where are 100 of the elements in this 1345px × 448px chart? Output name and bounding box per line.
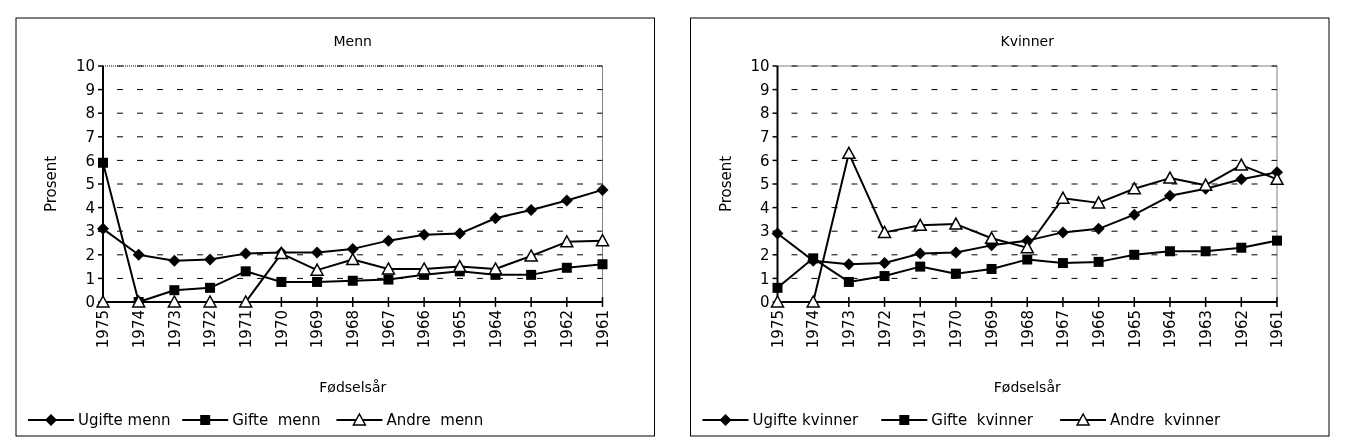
y-tick-label: 3 — [85, 222, 95, 241]
point — [205, 282, 216, 293]
y-tick-label: 2 — [759, 246, 770, 265]
y-tick-label: 9 — [759, 80, 770, 99]
y-tick-label: 3 — [759, 222, 770, 241]
point — [489, 212, 502, 225]
legend-label: Gifte menn — [232, 411, 321, 430]
x-tick-label: 1968 — [344, 310, 362, 349]
y-tick-label: 8 — [85, 104, 95, 123]
point — [239, 247, 252, 260]
point — [1127, 181, 1142, 195]
point — [595, 233, 610, 247]
point — [561, 262, 572, 273]
point — [204, 253, 217, 266]
point — [169, 285, 180, 296]
x-tick-label: 1967 — [1054, 310, 1073, 349]
x-tick-label: 1972 — [875, 310, 894, 349]
x-tick-label: 1969 — [982, 310, 1001, 349]
y-tick-label: 5 — [85, 175, 95, 194]
point — [240, 266, 251, 277]
x-tick-label: 1971 — [236, 310, 255, 349]
point — [310, 263, 324, 276]
y-tick-label: 6 — [85, 151, 95, 170]
point — [312, 276, 323, 287]
point — [949, 246, 962, 259]
point — [984, 231, 999, 245]
point — [1093, 256, 1104, 267]
y-axis-title: Prosent — [42, 155, 60, 213]
y-tick-label: 4 — [759, 198, 770, 217]
legend-label: Andre menn — [386, 411, 484, 430]
x-axis-title: Fødselsår — [319, 379, 387, 395]
y-tick-label: 1 — [85, 269, 95, 288]
point — [382, 234, 395, 247]
point — [488, 262, 503, 275]
point — [524, 249, 538, 262]
x-tick-label: 1973 — [165, 310, 184, 349]
y-tick-label: 7 — [759, 128, 770, 147]
point — [526, 269, 537, 280]
y-tick-label: 9 — [85, 80, 95, 99]
point — [914, 247, 927, 260]
legend-label: Andre kvinner — [1110, 411, 1221, 430]
point — [418, 228, 431, 241]
x-tick-label: 1966 — [415, 310, 434, 349]
x-tick-label: 1964 — [486, 310, 505, 349]
point — [1056, 191, 1070, 204]
x-tick-label: 1974 — [804, 310, 823, 349]
x-tick-label: 1961 — [593, 310, 612, 349]
point — [560, 194, 573, 207]
point — [879, 271, 890, 282]
x-tick-label: 1974 — [129, 310, 148, 349]
point — [132, 248, 145, 261]
legend-label: Ugifte kvinner — [752, 411, 860, 430]
point — [1234, 158, 1249, 171]
point — [842, 146, 856, 160]
x-tick-label: 1975 — [768, 310, 787, 349]
point — [1022, 254, 1033, 265]
x-tick-label: 1970 — [272, 310, 291, 349]
x-tick-label: 1962 — [558, 310, 577, 349]
point — [1164, 246, 1175, 257]
y-axis-title: Prosent — [716, 155, 735, 213]
x-tick-label: 1962 — [1232, 310, 1251, 349]
x-tick-label: 1968 — [1018, 310, 1037, 349]
point — [1200, 246, 1211, 257]
y-tick-label: 4 — [85, 198, 95, 217]
point — [168, 254, 181, 267]
point — [842, 258, 855, 271]
point — [311, 246, 324, 259]
point — [238, 295, 253, 308]
point — [1198, 178, 1213, 191]
y-tick-label: 10 — [750, 57, 770, 76]
x-tick-label: 1963 — [522, 310, 541, 349]
point — [772, 282, 783, 293]
point — [346, 242, 359, 255]
point — [98, 157, 108, 168]
point — [843, 276, 854, 287]
chart-title: Kvinner — [1000, 33, 1055, 49]
y-tick-label: 0 — [759, 293, 770, 312]
point — [453, 227, 466, 240]
point — [347, 275, 358, 286]
x-tick-label: 1970 — [947, 310, 966, 349]
point — [203, 295, 217, 308]
x-tick-label: 1961 — [1268, 310, 1287, 349]
point — [1128, 208, 1141, 221]
point — [453, 259, 467, 273]
y-tick-label: 5 — [759, 175, 770, 194]
chart-title: Menn — [333, 33, 372, 49]
point — [915, 261, 926, 272]
point — [596, 183, 609, 196]
x-tick-label: 1963 — [1196, 310, 1215, 349]
point — [949, 217, 963, 230]
point — [597, 259, 608, 270]
point — [877, 225, 892, 239]
x-tick-label: 1971 — [911, 310, 930, 349]
x-tick-label: 1965 — [1125, 310, 1144, 349]
y-tick-label: 6 — [759, 151, 770, 170]
point — [913, 218, 927, 232]
point — [1236, 242, 1247, 253]
point — [383, 274, 394, 285]
x-tick-label: 1975 — [94, 310, 113, 349]
point — [1092, 222, 1105, 235]
